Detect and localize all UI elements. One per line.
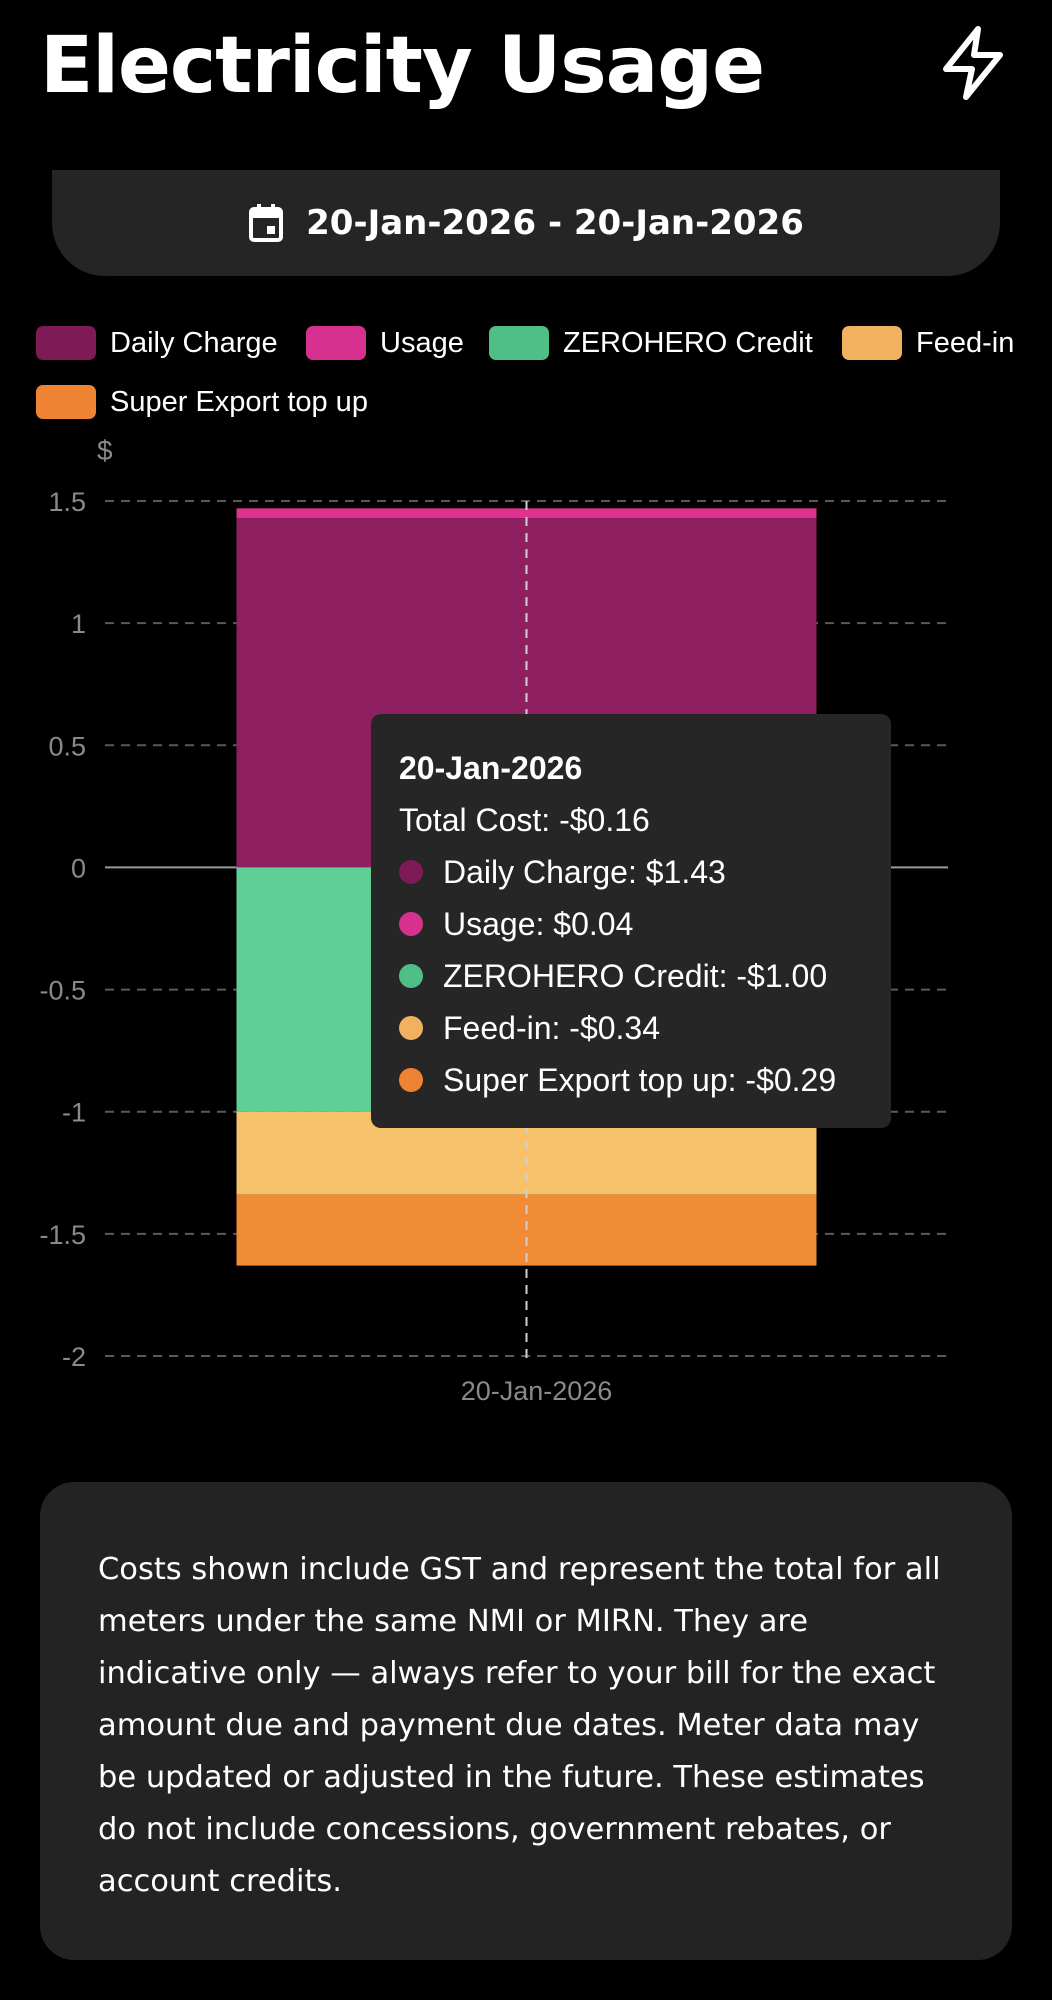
y-axis-unit-label: $ xyxy=(97,435,113,466)
legend-item-super-export-top-up[interactable]: Super Export top up xyxy=(36,385,368,419)
legend-swatch xyxy=(36,385,96,419)
y-tick-label: -0.5 xyxy=(39,976,86,1006)
legend-swatch xyxy=(306,326,366,360)
y-tick-label: -1.5 xyxy=(39,1220,86,1250)
y-tick-label: -1 xyxy=(62,1098,86,1128)
tooltip-dot xyxy=(399,964,423,988)
lightning-bolt-icon xyxy=(943,26,1003,100)
tooltip-total: Total Cost: -$0.16 xyxy=(399,802,650,838)
y-tick-label: 0 xyxy=(71,853,86,883)
electricity-button[interactable] xyxy=(930,20,1016,106)
legend-swatch xyxy=(36,326,96,360)
tooltip-dot xyxy=(399,860,423,884)
legend-label: Feed-in xyxy=(916,326,1015,359)
tooltip-date: 20-Jan-2026 xyxy=(399,750,583,786)
x-tick-label: 20-Jan-2026 xyxy=(461,1376,613,1406)
chart-tooltip: 20-Jan-2026 Total Cost: -$0.16 Daily Cha… xyxy=(371,714,891,1128)
tooltip-row-text: Super Export top up: -$0.29 xyxy=(443,1061,837,1098)
legend-swatch xyxy=(489,326,549,360)
y-tick-label: 1 xyxy=(71,609,86,639)
legend-item-usage[interactable]: Usage xyxy=(306,326,464,360)
tooltip-dot xyxy=(399,912,423,936)
tooltip-row: ZEROHERO Credit: -$1.00 xyxy=(399,950,891,1002)
tooltip-row-text: Feed-in: -$0.34 xyxy=(443,1009,661,1046)
tooltip-row: Feed-in: -$0.34 xyxy=(399,1002,891,1054)
legend-label: Super Export top up xyxy=(110,385,368,418)
tooltip-row-text: Daily Charge: $1.43 xyxy=(443,853,726,890)
disclaimer-text: Costs shown include GST and represent th… xyxy=(98,1552,941,1899)
legend-item-daily-charge[interactable]: Daily Charge xyxy=(36,326,278,360)
legend-label: Daily Charge xyxy=(110,326,278,359)
tooltip-dot xyxy=(399,1016,423,1040)
tooltip-dot xyxy=(399,1068,423,1092)
date-range-selector[interactable]: 20-Jan-2026 - 20-Jan-2026 xyxy=(52,170,1000,276)
legend-item-feed-in[interactable]: Feed-in xyxy=(842,326,1014,360)
tooltip-row: Usage: $0.04 xyxy=(399,898,891,950)
tooltip-row: Super Export top up: -$0.29 xyxy=(399,1054,891,1106)
date-range-label: 20-Jan-2026 - 20-Jan-2026 xyxy=(306,203,804,243)
tooltip-row: Daily Charge: $1.43 xyxy=(399,846,891,898)
calendar-icon xyxy=(249,204,284,242)
y-tick-label: 1.5 xyxy=(48,487,86,517)
page-title: Electricity Usage xyxy=(40,21,765,111)
bar-segment-usage xyxy=(236,508,817,519)
tooltip-row-text: ZEROHERO Credit: -$1.00 xyxy=(443,957,828,994)
y-tick-label: 0.5 xyxy=(48,731,86,761)
legend-swatch xyxy=(842,326,902,360)
legend-item-zerohero-credit[interactable]: ZEROHERO Credit xyxy=(489,326,813,360)
tooltip-row-text: Usage: $0.04 xyxy=(443,905,634,942)
y-tick-label: -2 xyxy=(62,1342,86,1372)
legend-label: Usage xyxy=(380,326,464,359)
disclaimer-card: Costs shown include GST and represent th… xyxy=(40,1482,1012,1960)
legend-label: ZEROHERO Credit xyxy=(563,326,813,359)
